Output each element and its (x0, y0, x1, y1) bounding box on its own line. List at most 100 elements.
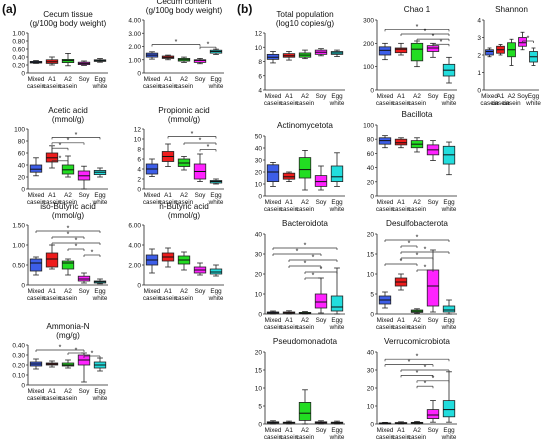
y-tick-label: 30 (255, 158, 263, 165)
x-tick-label: casein (376, 100, 395, 107)
significance-star: * (67, 137, 70, 144)
y-tick-label: 0 (21, 383, 25, 390)
y-tick-label: 1.00 (12, 243, 25, 250)
significance-star: * (424, 365, 427, 372)
x-tick-label: casein (264, 324, 283, 331)
x-tick-label: Egg (210, 192, 222, 199)
x-tick-label: casein (376, 434, 395, 440)
x-tick-label: A2 (180, 76, 188, 83)
y-tick-label: 1.00 (128, 57, 141, 64)
x-tick-label: A1 (285, 317, 293, 324)
chart-10: Actinomycetota01020304050MixedcaseinA1ca… (255, 121, 345, 213)
y-tick-label: 20 (367, 179, 375, 186)
y-tick-label: 30 (367, 368, 375, 375)
x-tick-label: casein (502, 100, 521, 107)
significance-star: * (312, 255, 315, 262)
x-tick-label: casein (376, 324, 395, 331)
y-tick-label: 300 (363, 18, 374, 25)
y-tick-label: 0 (21, 71, 25, 78)
x-tick-label: Egg (94, 288, 106, 295)
x-tick-label: Egg (94, 192, 106, 199)
x-tick-label: Soy (428, 199, 440, 206)
x-tick-label: casein (408, 206, 427, 213)
y-tick-label: 0 (370, 422, 374, 429)
x-tick-label: A2 (301, 317, 309, 324)
box (29, 164, 43, 173)
x-tick-label: A1 (48, 288, 56, 295)
y-tick-label: 10 (255, 292, 263, 299)
x-tick-label: Soy (316, 427, 328, 434)
x-tick-label: casein (408, 434, 427, 440)
chart-15: Verrucomicrobiota010203040MixedcaseinA1c… (367, 337, 457, 441)
x-tick-label: casein (264, 434, 283, 440)
y-tick-label: 1.00 (12, 31, 25, 38)
x-tick-label: Egg (443, 427, 455, 434)
x-tick-label: white (525, 100, 541, 107)
significance-star: * (320, 267, 323, 274)
significance-star: * (67, 226, 70, 233)
box (298, 157, 312, 179)
x-tick-label: Mixed (265, 317, 282, 324)
x-tick-label: Egg (331, 199, 343, 206)
x-tick-label: A2 (64, 76, 72, 83)
x-tick-label: white (208, 83, 224, 90)
x-tick-label: casein (43, 395, 62, 402)
y-tick-label: 0 (137, 283, 141, 290)
y-tick-label: 10 (255, 386, 263, 393)
x-tick-label: casein (296, 100, 315, 107)
x-tick-label: Mixed (265, 199, 282, 206)
y-tick-label: 0 (477, 88, 481, 95)
significance-star: * (207, 144, 210, 151)
significance-star: * (424, 247, 427, 254)
chart-title: Ammonia-N (46, 322, 89, 331)
x-tick-label: casein (59, 295, 78, 302)
significance-star: * (59, 345, 62, 352)
y-tick-label: 20 (367, 232, 375, 239)
x-tick-label: Soy (79, 388, 91, 395)
chart-title: n-Butyric acid (159, 202, 209, 211)
x-tick-label: Soy (517, 93, 529, 100)
x-tick-label: A2 (180, 288, 188, 295)
y-tick-label: 20 (367, 386, 375, 393)
box (442, 400, 456, 418)
x-tick-label: casein (392, 206, 411, 213)
x-tick-label: white (208, 295, 224, 302)
chart-title: Acetic acid (48, 106, 88, 115)
x-tick-label: Mixed (265, 93, 282, 100)
x-tick-label: Mixed (377, 199, 394, 206)
y-tick-label: 15 (367, 252, 375, 259)
x-tick-label: casein (159, 295, 178, 302)
x-tick-label: casein (175, 199, 194, 206)
box (394, 47, 408, 54)
chart-8: Chao 10100200300MixedcaseinA1caseinA2cas… (363, 5, 457, 107)
y-tick-label: 0.20 (12, 363, 25, 370)
x-tick-label: Egg (94, 76, 106, 83)
y-tick-label: 6.00 (128, 223, 141, 230)
significance-star: * (424, 381, 427, 388)
y-tick-label: 10 (134, 137, 142, 144)
x-tick-label: Soy (316, 199, 328, 206)
y-tick-label: 4.00 (128, 18, 141, 25)
significance-star: * (408, 359, 411, 366)
x-tick-label: casein (175, 83, 194, 90)
significance-star: * (432, 34, 435, 41)
y-tick-label: 10 (367, 272, 375, 279)
significance-star: * (207, 42, 210, 49)
x-tick-label: casein (392, 324, 411, 331)
x-tick-label: Soy (316, 93, 328, 100)
y-tick-label: 8 (258, 59, 262, 66)
x-tick-label: casein (43, 295, 62, 302)
x-tick-label: A1 (397, 317, 405, 324)
x-tick-label: A1 (285, 199, 293, 206)
y-tick-label: 4 (477, 18, 481, 25)
x-tick-label: A1 (48, 76, 56, 83)
significance-star: * (416, 370, 419, 377)
x-tick-label: white (208, 199, 224, 206)
box (45, 252, 59, 268)
x-tick-label: Soy (316, 317, 328, 324)
x-tick-label: casein (43, 83, 62, 90)
x-tick-label: white (92, 83, 108, 90)
chart-7: Total population(log10 copies/g) 4 6 8 10 12 M… (255, 10, 345, 107)
x-tick-label: white (329, 206, 345, 213)
